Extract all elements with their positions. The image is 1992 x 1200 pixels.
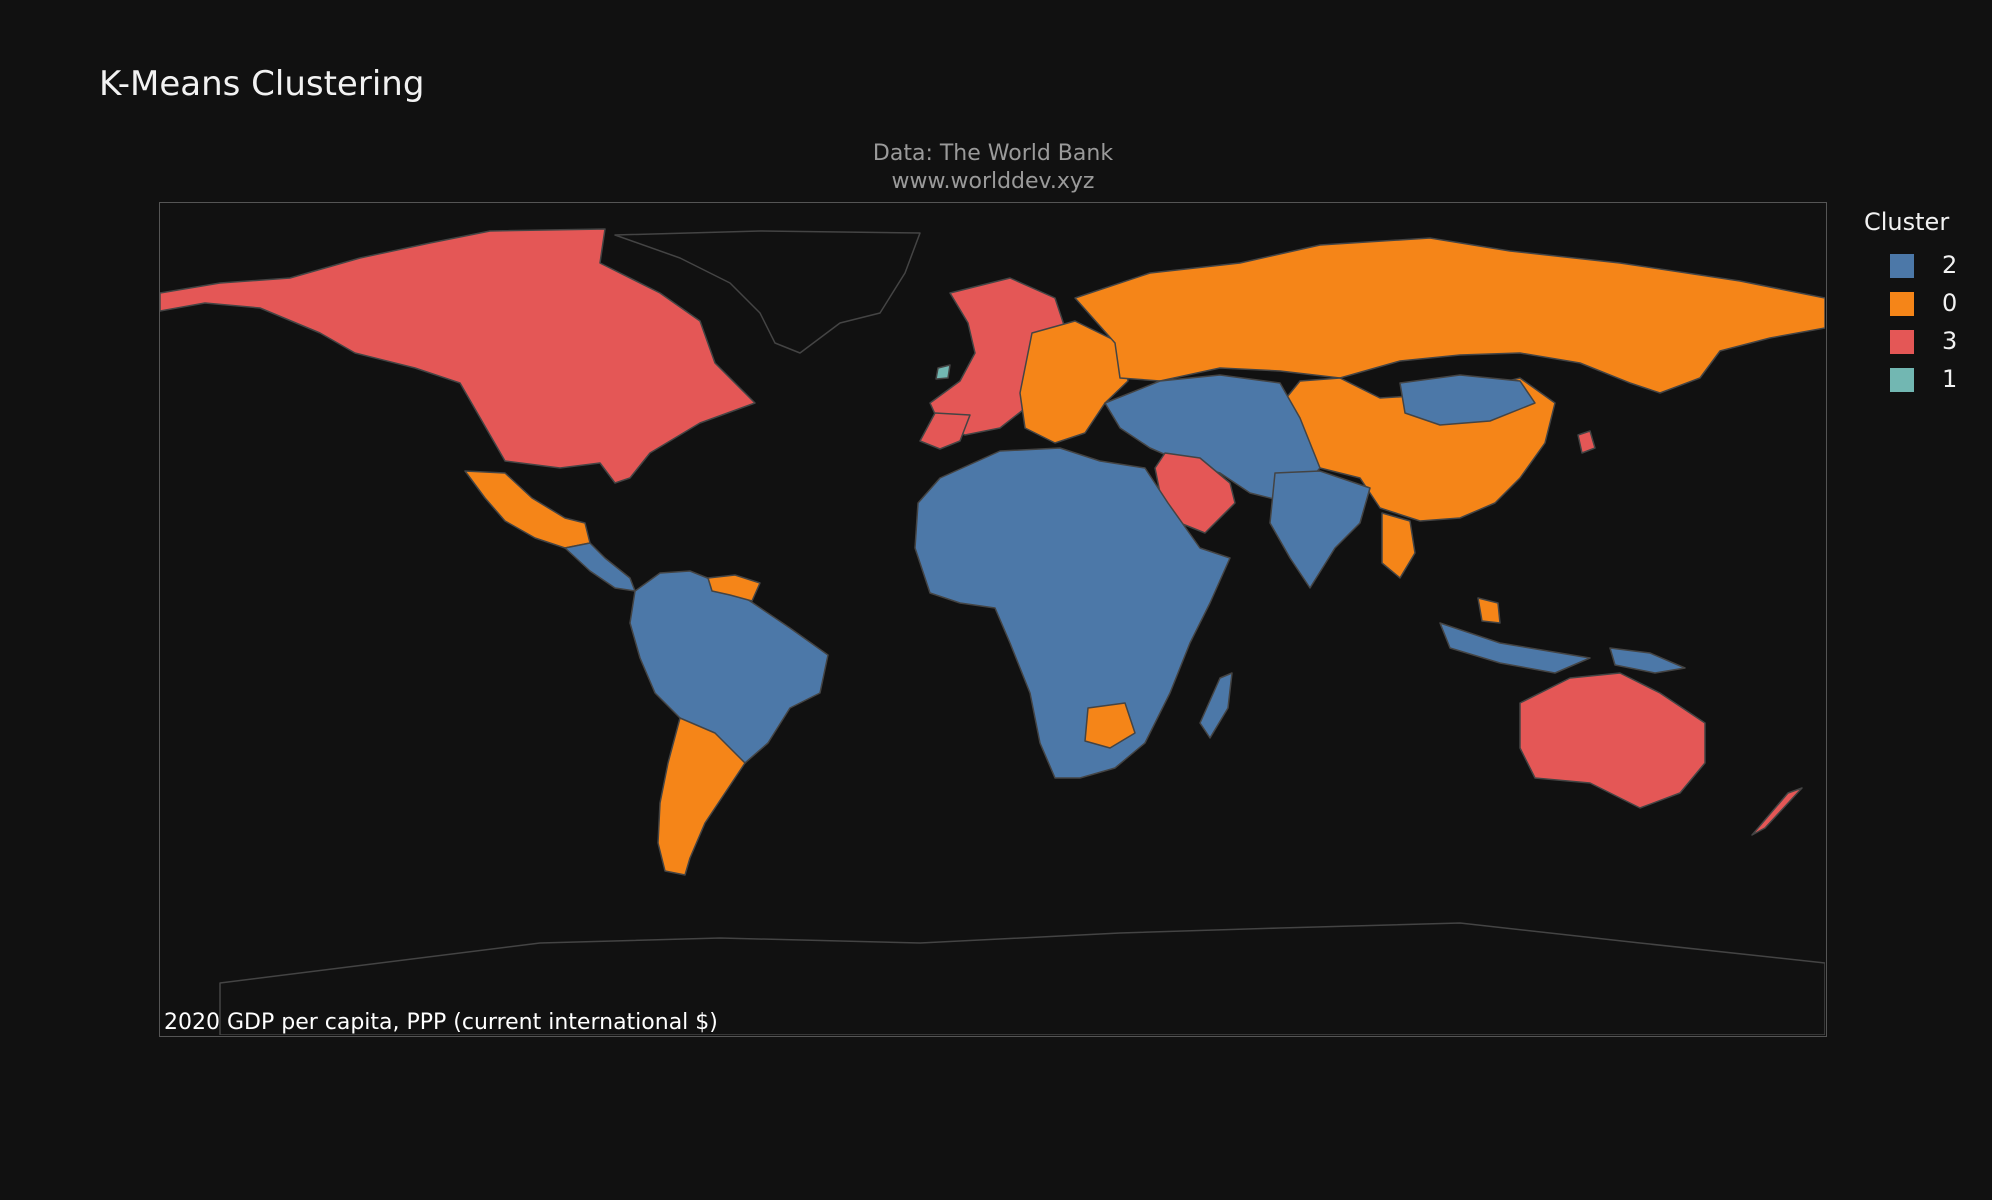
region-malaysia[interactable]: [1477, 597, 1501, 624]
region-new-zealand[interactable]: [1751, 787, 1803, 836]
source-line-2: www.worlddev.xyz: [891, 169, 1095, 194]
legend-label: 3: [1942, 327, 1958, 355]
legend-label: 0: [1942, 289, 1958, 317]
legend-item[interactable]: 3: [1864, 326, 1957, 364]
region-india[interactable]: [1269, 470, 1371, 589]
legend-swatch: [1890, 368, 1914, 392]
legend-label: 1: [1942, 365, 1958, 393]
legend: Cluster 2 0 3 1: [1864, 208, 1957, 402]
chart-title: K-Means Clustering: [99, 64, 425, 104]
region-botswana[interactable]: [1084, 702, 1136, 749]
region-eastern-europe[interactable]: [1019, 320, 1129, 444]
legend-swatch: [1890, 254, 1914, 278]
region-venezuela-guyana[interactable]: [707, 574, 761, 602]
region-argentina-chile[interactable]: [657, 717, 746, 876]
region-mongolia[interactable]: [1399, 374, 1536, 426]
legend-item[interactable]: 1: [1864, 364, 1957, 402]
region-russia[interactable]: [1074, 237, 1825, 394]
legend-item[interactable]: 2: [1864, 250, 1957, 288]
data-source-note: Data: The World Bank www.worlddev.xyz: [159, 140, 1827, 196]
region-japan-korea[interactable]: [1577, 430, 1596, 454]
region-mexico[interactable]: [464, 470, 591, 549]
world-map[interactable]: [159, 202, 1827, 1037]
legend-swatch: [1890, 292, 1914, 316]
region-papua-new-guinea[interactable]: [1609, 647, 1686, 674]
map-caption: 2020 GDP per capita, PPP (current intern…: [164, 1010, 718, 1035]
region-thailand[interactable]: [1381, 512, 1416, 579]
legend-title: Cluster: [1864, 208, 1950, 236]
region-australia[interactable]: [1519, 672, 1706, 809]
region-central-america[interactable]: [564, 542, 636, 592]
source-line-1: Data: The World Bank: [872, 141, 1114, 166]
region-ireland[interactable]: [935, 364, 951, 380]
region-madagascar[interactable]: [1199, 672, 1233, 739]
region-indonesia[interactable]: [1439, 622, 1591, 674]
map-svg[interactable]: [160, 203, 1825, 1035]
region-north-america[interactable]: [160, 228, 756, 484]
legend-item[interactable]: 0: [1864, 288, 1957, 326]
region-south-america-north[interactable]: [629, 570, 829, 764]
region-greenland[interactable]: [614, 230, 921, 354]
region-africa[interactable]: [914, 447, 1231, 779]
legend-label: 2: [1942, 251, 1958, 279]
region-iberia[interactable]: [919, 412, 971, 450]
legend-swatch: [1890, 330, 1914, 354]
region-antarctica[interactable]: [219, 922, 1825, 1035]
